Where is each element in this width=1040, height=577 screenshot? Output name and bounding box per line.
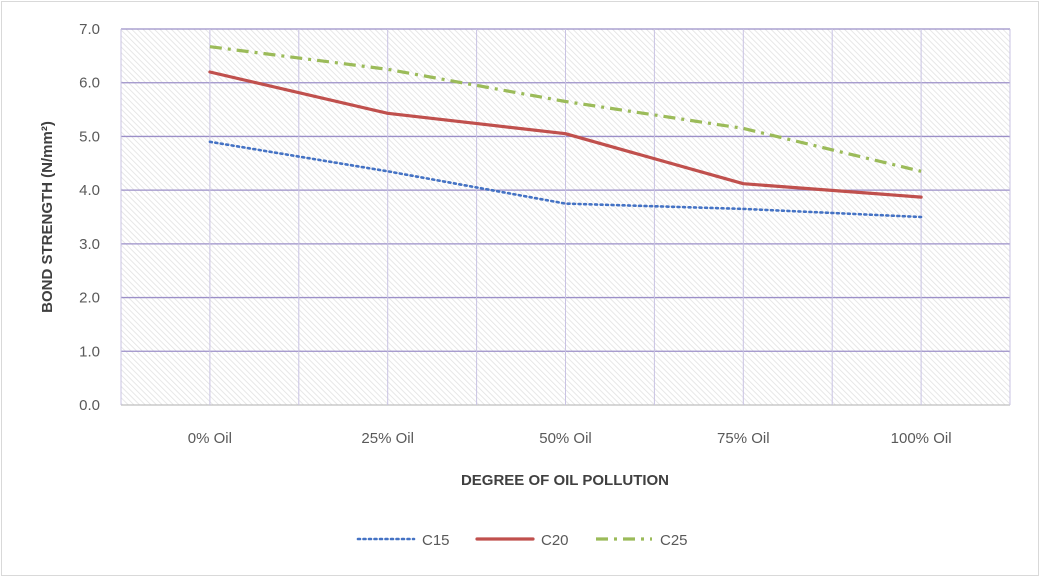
y-tick-label: 5.0 <box>79 128 100 145</box>
x-axis-ticks: 0% Oil 25% Oil 50% Oil 75% Oil 100% Oil <box>188 430 952 447</box>
legend-label-c20: C20 <box>541 532 569 549</box>
y-tick-label: 3.0 <box>79 236 100 253</box>
y-axis-ticks: 0.0 1.0 2.0 3.0 4.0 5.0 6.0 7.0 <box>79 21 100 414</box>
y-tick-label: 0.0 <box>79 397 100 414</box>
legend-label-c25: C25 <box>660 532 688 549</box>
x-tick-label: 0% Oil <box>188 430 232 447</box>
y-tick-label: 7.0 <box>79 21 100 38</box>
y-tick-label: 2.0 <box>79 290 100 307</box>
x-tick-label: 75% Oil <box>717 430 770 447</box>
legend: C15 C20 C25 <box>356 532 688 549</box>
x-axis-title: DEGREE OF OIL POLLUTION <box>461 472 669 489</box>
x-tick-label: 25% Oil <box>361 430 414 447</box>
x-tick-label: 100% Oil <box>891 430 952 447</box>
y-tick-label: 4.0 <box>79 182 100 199</box>
data-series <box>208 45 923 219</box>
x-tick-label: 50% Oil <box>539 430 592 447</box>
y-tick-label: 1.0 <box>79 343 100 360</box>
series-line-c25 <box>209 45 922 173</box>
legend-label-c15: C15 <box>422 532 450 549</box>
series-line-c15 <box>208 140 923 219</box>
series-line-c20 <box>208 70 923 199</box>
y-tick-label: 6.0 <box>79 75 100 92</box>
y-axis-title: BOND STRENGTH (N/mm²) <box>39 121 56 313</box>
